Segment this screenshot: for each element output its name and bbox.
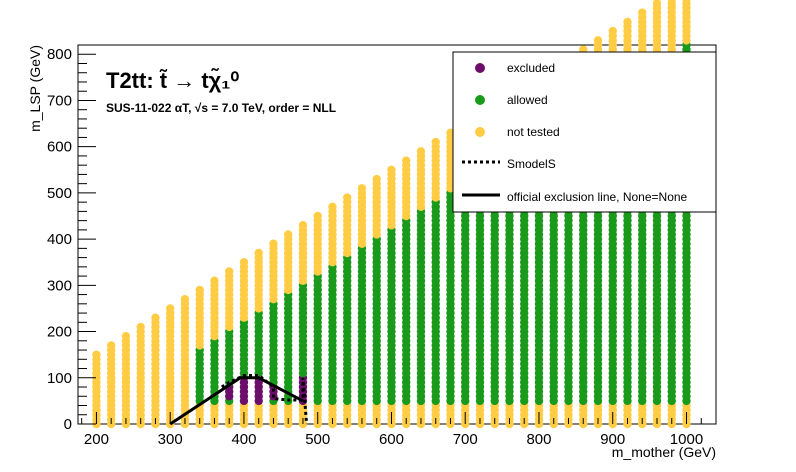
official-exclusion-line [169,376,304,426]
y-tick-label: 800 [47,46,72,63]
not-tested-point [328,202,337,211]
not-tested-point [431,137,440,147]
legend-marker [475,127,485,137]
x-tick-label: 400 [231,431,256,448]
not-tested-point [106,341,116,350]
not-tested-point [92,350,101,359]
axes-layer: 200 300 400 500 600 700 800 900 1000 0 100 200 300 40… [47,44,703,448]
not-tested-point [372,174,381,184]
x-tick-label: 300 [158,431,183,448]
not-tested-point [195,285,204,295]
not-tested-point [608,26,617,36]
legend-marker [475,63,485,73]
legend-label: official exclusion line, None=None [507,190,688,204]
not-tested-point [416,147,426,156]
chart-title: T2tt: t̃ → tχ̃₁⁰ [106,68,239,93]
y-tick-label: 0 [64,416,72,433]
x-tick-label: 900 [600,431,625,448]
not-tested-point [121,331,131,341]
not-tested-point [402,156,411,165]
exclusion-lines-layer [169,374,309,426]
legend-items: excluded allowed not tested SmodelS official… [462,61,688,204]
not-tested-point [387,165,396,174]
not-tested-point [652,0,662,8]
not-tested-point [638,8,647,17]
legend: excluded allowed not tested SmodelS official… [452,51,717,213]
legend-label: SmodelS [507,157,556,171]
not-tested-point [593,36,603,45]
not-tested-point [313,211,322,221]
not-tested-point [667,0,676,3]
not-tested-point [357,184,367,193]
x-tick-label: 600 [379,431,404,448]
not-tested-point [343,193,352,202]
not-tested-point [284,230,293,239]
y-tick-label: 300 [47,277,72,294]
chart-subtitle: SUS-11-022 αT, √s = 7.0 TeV, order = NLL [106,101,336,115]
legend-label: not tested [507,125,560,139]
not-tested-point [682,0,691,3]
legend-label: excluded [507,61,555,75]
not-tested-point [180,295,190,304]
legend-label: allowed [507,93,548,107]
y-axis-title: m_LSP (GeV) [27,45,43,132]
x-tick-label: 200 [84,431,109,448]
not-tested-point [151,313,160,322]
plot-frame [77,44,717,425]
y-tick-label: 500 [47,185,72,202]
x-tick-label: 1000 [670,431,703,448]
x-tick-label: 500 [305,431,330,448]
not-tested-point [210,276,219,285]
x-axis-title: m_mother (GeV) [612,444,716,460]
y-tick-label: 400 [47,231,72,248]
not-tested-point [136,322,145,332]
x-tick-label: 800 [526,431,551,448]
y-tick-label: 600 [47,139,72,156]
not-tested-point [225,267,234,276]
not-tested-point [165,304,175,313]
legend-marker [475,95,485,105]
not-tested-point [623,17,632,27]
y-tick-label: 700 [47,92,72,109]
x-tick-label: 700 [453,431,478,448]
legend-box [452,51,717,213]
y-tick-label: 200 [47,324,72,341]
points-layer [92,0,691,429]
y-tick-label: 100 [47,370,72,387]
not-tested-point [298,221,308,230]
smodels-line [221,374,309,425]
not-tested-point [254,248,263,258]
not-tested-point [269,239,278,248]
not-tested-point [239,258,249,267]
